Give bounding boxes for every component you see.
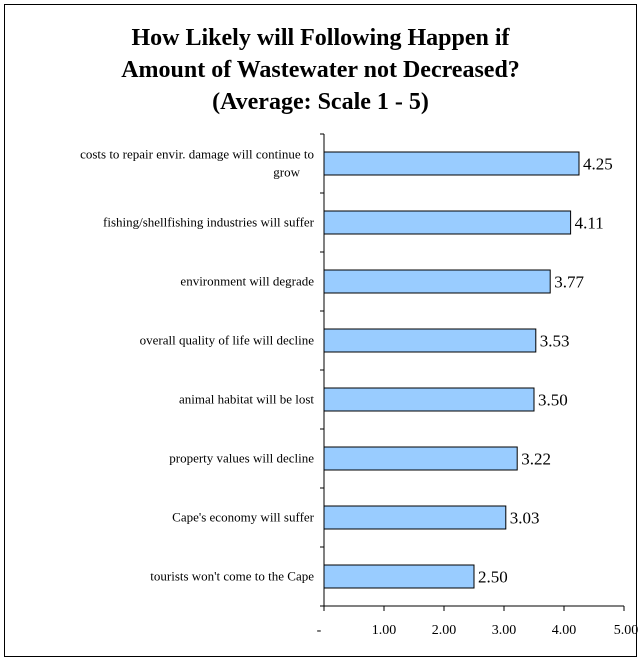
category-label-1-line-0: fishing/shellfishing industries will suf… [103, 215, 315, 230]
category-label-3-line-0: overall quality of life will decline [140, 333, 315, 348]
category-labels: costs to repair envir. damage will conti… [80, 147, 315, 584]
category-label-1: fishing/shellfishing industries will suf… [103, 215, 315, 230]
data-label-4: 3.50 [538, 391, 568, 410]
chart-title-line-2: Amount of Wastewater not Decreased? [121, 57, 520, 83]
category-label-4-line-0: animal habitat will be lost [179, 392, 314, 407]
category-label-2: environment will degrade [180, 274, 314, 289]
data-label-1: 4.11 [575, 214, 604, 233]
chart-title-line-3: (Average: Scale 1 - 5) [212, 89, 429, 115]
category-label-0: costs to repair envir. damage will conti… [80, 147, 314, 180]
category-label-0-line-0: costs to repair envir. damage will conti… [80, 147, 314, 162]
axes: - 1.00 2.00 3.00 4.00 5.00 [317, 133, 639, 638]
data-label-2: 3.77 [554, 273, 584, 292]
data-label-6: 3.03 [510, 509, 540, 528]
x-tick-label-1: 1.00 [372, 623, 397, 638]
chart-title: How Likely will Following Happen if Amou… [4, 22, 637, 118]
x-tick-label-0: - [317, 623, 322, 638]
chart-title-line-1: How Likely will Following Happen if [131, 25, 510, 51]
data-label-7: 2.50 [478, 568, 508, 587]
bar-4 [323, 387, 535, 412]
category-label-3: overall quality of life will decline [140, 333, 315, 348]
bar-0 [323, 151, 580, 176]
category-label-6: Cape's economy will suffer [172, 510, 314, 525]
category-label-7: tourists won't come to the Cape [150, 569, 314, 584]
bar-1 [323, 210, 572, 235]
bar-6 [323, 505, 507, 530]
category-label-5-line-0: property values will decline [169, 451, 314, 466]
category-label-5: property values will decline [169, 451, 314, 466]
x-tick-label-5: 5.00 [614, 623, 639, 638]
data-labels: 4.25 4.11 3.77 3.53 3.50 3.22 3.03 2.50 [478, 155, 613, 587]
bar-5 [323, 446, 518, 471]
data-label-5: 3.22 [521, 450, 551, 469]
data-label-0: 4.25 [583, 155, 613, 174]
data-label-3: 3.53 [540, 332, 570, 351]
category-label-0-line-1: grow [273, 165, 300, 180]
x-tick-label-3: 3.00 [492, 623, 517, 638]
category-label-4: animal habitat will be lost [179, 392, 314, 407]
bar-3 [323, 328, 537, 353]
category-label-6-line-0: Cape's economy will suffer [172, 510, 314, 525]
bars [323, 151, 580, 589]
category-label-2-line-0: environment will degrade [180, 274, 314, 289]
bar-2 [323, 269, 551, 294]
x-tick-label-4: 4.00 [552, 623, 577, 638]
category-label-7-line-0: tourists won't come to the Cape [150, 569, 314, 584]
x-tick-label-2: 2.00 [432, 623, 457, 638]
bar-7 [323, 564, 475, 589]
